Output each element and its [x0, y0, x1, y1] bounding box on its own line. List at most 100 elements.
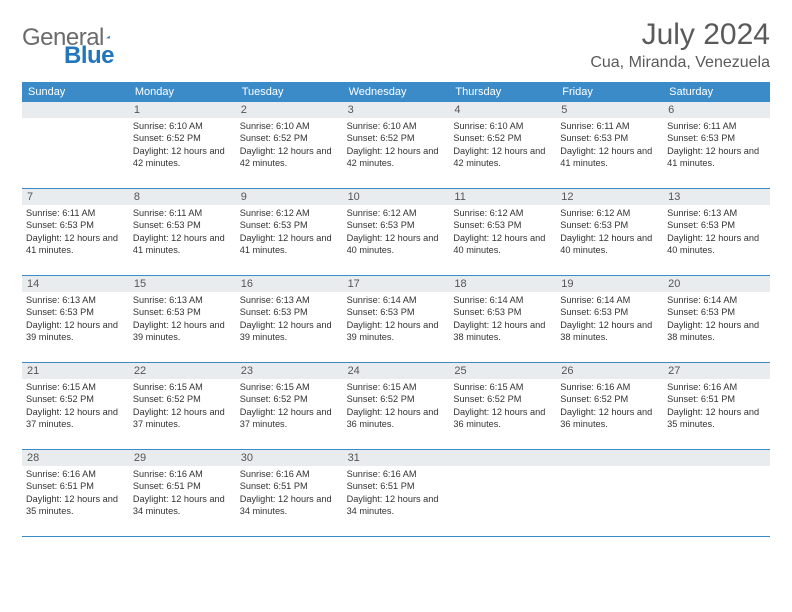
daylight-text: Daylight: 12 hours and 34 minutes. — [133, 493, 232, 518]
daylight-text: Daylight: 12 hours and 42 minutes. — [133, 145, 232, 170]
sunset-text: Sunset: 6:53 PM — [347, 306, 446, 318]
day-cell: 6Sunrise: 6:11 AMSunset: 6:53 PMDaylight… — [663, 102, 770, 188]
day-cell: 27Sunrise: 6:16 AMSunset: 6:51 PMDayligh… — [663, 363, 770, 449]
day-number: 30 — [236, 450, 343, 466]
daylight-text: Daylight: 12 hours and 40 minutes. — [667, 232, 766, 257]
sunset-text: Sunset: 6:51 PM — [667, 393, 766, 405]
daylight-text: Daylight: 12 hours and 41 minutes. — [240, 232, 339, 257]
week-row: 28Sunrise: 6:16 AMSunset: 6:51 PMDayligh… — [22, 450, 770, 537]
day-number: 4 — [449, 102, 556, 118]
day-cell: 1Sunrise: 6:10 AMSunset: 6:52 PMDaylight… — [129, 102, 236, 188]
sunrise-text: Sunrise: 6:13 AM — [133, 294, 232, 306]
daylight-text: Daylight: 12 hours and 37 minutes. — [240, 406, 339, 431]
sunrise-text: Sunrise: 6:12 AM — [347, 207, 446, 219]
day-cell: 28Sunrise: 6:16 AMSunset: 6:51 PMDayligh… — [22, 450, 129, 536]
day-cell: 29Sunrise: 6:16 AMSunset: 6:51 PMDayligh… — [129, 450, 236, 536]
sunset-text: Sunset: 6:53 PM — [560, 219, 659, 231]
day-header-thursday: Thursday — [449, 82, 556, 102]
day-cell: 11Sunrise: 6:12 AMSunset: 6:53 PMDayligh… — [449, 189, 556, 275]
day-cell: 7Sunrise: 6:11 AMSunset: 6:53 PMDaylight… — [22, 189, 129, 275]
day-body: Sunrise: 6:10 AMSunset: 6:52 PMDaylight:… — [129, 118, 236, 174]
sunset-text: Sunset: 6:52 PM — [26, 393, 125, 405]
day-cell: 19Sunrise: 6:14 AMSunset: 6:53 PMDayligh… — [556, 276, 663, 362]
sunrise-text: Sunrise: 6:15 AM — [26, 381, 125, 393]
day-cell: 18Sunrise: 6:14 AMSunset: 6:53 PMDayligh… — [449, 276, 556, 362]
day-number: 11 — [449, 189, 556, 205]
day-number — [22, 102, 129, 118]
header: General July 2024 Cua, Miranda, Venezuel… — [22, 18, 770, 72]
day-number — [663, 450, 770, 466]
day-cell: 15Sunrise: 6:13 AMSunset: 6:53 PMDayligh… — [129, 276, 236, 362]
daylight-text: Daylight: 12 hours and 38 minutes. — [453, 319, 552, 344]
day-body: Sunrise: 6:12 AMSunset: 6:53 PMDaylight:… — [449, 205, 556, 261]
sunset-text: Sunset: 6:53 PM — [240, 219, 339, 231]
calendar: SundayMondayTuesdayWednesdayThursdayFrid… — [22, 82, 770, 537]
day-cell: 5Sunrise: 6:11 AMSunset: 6:53 PMDaylight… — [556, 102, 663, 188]
day-number — [556, 450, 663, 466]
daylight-text: Daylight: 12 hours and 42 minutes. — [240, 145, 339, 170]
day-body: Sunrise: 6:14 AMSunset: 6:53 PMDaylight:… — [663, 292, 770, 348]
daylight-text: Daylight: 12 hours and 40 minutes. — [453, 232, 552, 257]
day-number: 16 — [236, 276, 343, 292]
week-row: 1Sunrise: 6:10 AMSunset: 6:52 PMDaylight… — [22, 102, 770, 189]
day-body: Sunrise: 6:14 AMSunset: 6:53 PMDaylight:… — [449, 292, 556, 348]
day-body: Sunrise: 6:11 AMSunset: 6:53 PMDaylight:… — [22, 205, 129, 261]
sunset-text: Sunset: 6:51 PM — [26, 480, 125, 492]
sunrise-text: Sunrise: 6:10 AM — [240, 120, 339, 132]
sunset-text: Sunset: 6:51 PM — [133, 480, 232, 492]
day-cell: 22Sunrise: 6:15 AMSunset: 6:52 PMDayligh… — [129, 363, 236, 449]
day-body: Sunrise: 6:12 AMSunset: 6:53 PMDaylight:… — [236, 205, 343, 261]
day-number: 19 — [556, 276, 663, 292]
day-cell: 23Sunrise: 6:15 AMSunset: 6:52 PMDayligh… — [236, 363, 343, 449]
daylight-text: Daylight: 12 hours and 35 minutes. — [667, 406, 766, 431]
daylight-text: Daylight: 12 hours and 42 minutes. — [453, 145, 552, 170]
sunrise-text: Sunrise: 6:10 AM — [453, 120, 552, 132]
day-header-friday: Friday — [556, 82, 663, 102]
day-number: 15 — [129, 276, 236, 292]
day-body: Sunrise: 6:16 AMSunset: 6:51 PMDaylight:… — [343, 466, 450, 522]
day-number: 26 — [556, 363, 663, 379]
sunrise-text: Sunrise: 6:13 AM — [240, 294, 339, 306]
day-number: 20 — [663, 276, 770, 292]
daylight-text: Daylight: 12 hours and 34 minutes. — [240, 493, 339, 518]
location-text: Cua, Miranda, Venezuela — [590, 54, 770, 72]
day-number: 9 — [236, 189, 343, 205]
day-number: 17 — [343, 276, 450, 292]
day-cell: 10Sunrise: 6:12 AMSunset: 6:53 PMDayligh… — [343, 189, 450, 275]
sunset-text: Sunset: 6:53 PM — [347, 219, 446, 231]
day-cell: 2Sunrise: 6:10 AMSunset: 6:52 PMDaylight… — [236, 102, 343, 188]
day-body: Sunrise: 6:11 AMSunset: 6:53 PMDaylight:… — [663, 118, 770, 174]
day-cell: 16Sunrise: 6:13 AMSunset: 6:53 PMDayligh… — [236, 276, 343, 362]
sunset-text: Sunset: 6:53 PM — [26, 219, 125, 231]
daylight-text: Daylight: 12 hours and 42 minutes. — [347, 145, 446, 170]
day-body: Sunrise: 6:15 AMSunset: 6:52 PMDaylight:… — [129, 379, 236, 435]
sunrise-text: Sunrise: 6:16 AM — [133, 468, 232, 480]
logo-text-blue: Blue — [64, 42, 114, 69]
day-header-tuesday: Tuesday — [236, 82, 343, 102]
daylight-text: Daylight: 12 hours and 38 minutes. — [560, 319, 659, 344]
daylight-text: Daylight: 12 hours and 39 minutes. — [133, 319, 232, 344]
day-number: 14 — [22, 276, 129, 292]
day-header-row: SundayMondayTuesdayWednesdayThursdayFrid… — [22, 82, 770, 102]
day-number: 21 — [22, 363, 129, 379]
day-body: Sunrise: 6:11 AMSunset: 6:53 PMDaylight:… — [556, 118, 663, 174]
day-number: 25 — [449, 363, 556, 379]
day-number: 31 — [343, 450, 450, 466]
week-row: 21Sunrise: 6:15 AMSunset: 6:52 PMDayligh… — [22, 363, 770, 450]
day-number: 7 — [22, 189, 129, 205]
sunset-text: Sunset: 6:53 PM — [667, 132, 766, 144]
sunset-text: Sunset: 6:52 PM — [453, 393, 552, 405]
sunrise-text: Sunrise: 6:15 AM — [347, 381, 446, 393]
day-cell: 21Sunrise: 6:15 AMSunset: 6:52 PMDayligh… — [22, 363, 129, 449]
sunset-text: Sunset: 6:51 PM — [240, 480, 339, 492]
day-cell: 20Sunrise: 6:14 AMSunset: 6:53 PMDayligh… — [663, 276, 770, 362]
day-cell: 4Sunrise: 6:10 AMSunset: 6:52 PMDaylight… — [449, 102, 556, 188]
sunset-text: Sunset: 6:53 PM — [667, 306, 766, 318]
daylight-text: Daylight: 12 hours and 39 minutes. — [347, 319, 446, 344]
sunrise-text: Sunrise: 6:16 AM — [667, 381, 766, 393]
sunrise-text: Sunrise: 6:14 AM — [560, 294, 659, 306]
day-body: Sunrise: 6:15 AMSunset: 6:52 PMDaylight:… — [236, 379, 343, 435]
day-body: Sunrise: 6:16 AMSunset: 6:52 PMDaylight:… — [556, 379, 663, 435]
day-body: Sunrise: 6:13 AMSunset: 6:53 PMDaylight:… — [22, 292, 129, 348]
title-block: July 2024 Cua, Miranda, Venezuela — [590, 18, 770, 72]
